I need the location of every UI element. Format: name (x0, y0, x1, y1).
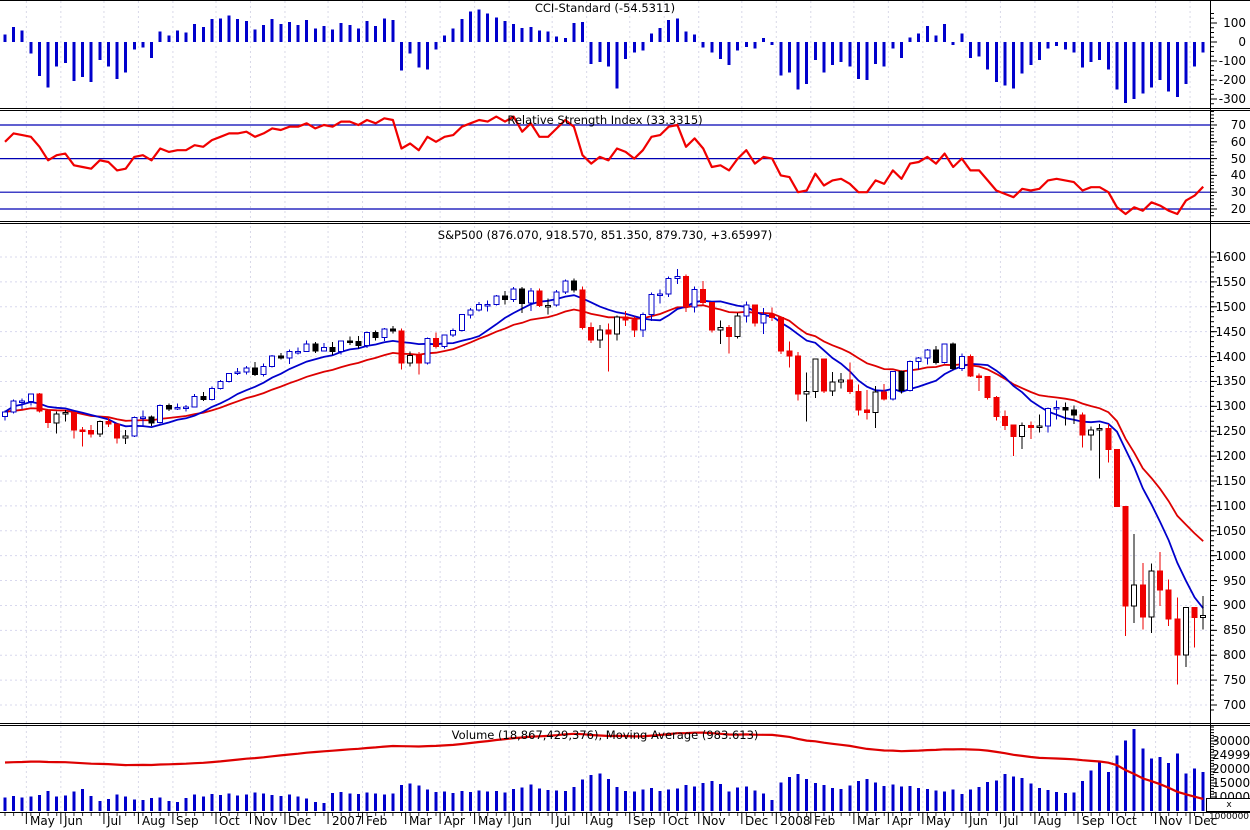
x-axis-month-label: Nov (702, 814, 726, 828)
x-axis-month-label: Feb (366, 814, 388, 828)
x-axis-month-label: Jul (1004, 814, 1019, 828)
y-axis-tick-label: 1600 (1215, 250, 1246, 264)
x-axis-month-label: Feb (814, 814, 836, 828)
y-axis-tick-label: 1150 (1215, 474, 1246, 488)
price-ma-fast (4, 294, 1204, 609)
y-axis-tick-label: 1100 (1215, 499, 1246, 513)
y-axis-tick-label: 1550 (1215, 275, 1246, 289)
volume-ma-line (4, 731, 1204, 800)
x-axis-month-label: Nov (254, 814, 278, 828)
x-axis-month-label: May (926, 814, 951, 828)
x-axis-month-label: Oct (668, 814, 689, 828)
y-axis-tick-label: 900 (1223, 598, 1246, 612)
price-ma-slow (4, 304, 1204, 542)
x-axis-month-label: Nov (1159, 814, 1183, 828)
y-axis-tick-label: 60 (1230, 135, 1246, 149)
y-axis-tick-label: 1050 (1215, 524, 1246, 538)
y-axis-tick-label: -100 (1218, 54, 1246, 68)
rsi-line (4, 115, 1204, 216)
y-axis-tick-label: 700 (1223, 698, 1246, 712)
x-axis-month-label: Oct (219, 814, 240, 828)
x-axis-month-label: Mar (857, 814, 880, 828)
candlesticks (2, 268, 1207, 685)
x-axis-month-label: Mar (409, 814, 432, 828)
x-axis-month-label: Dec (288, 814, 312, 828)
x-axis-month-label: 2008 (780, 814, 811, 828)
y-axis-tick-label: 30 (1230, 185, 1246, 199)
x-axis-month-label: Aug (1038, 814, 1062, 828)
y-axis-tick-label: 950 (1223, 574, 1246, 588)
x-axis-month-label: Apr (444, 814, 465, 828)
y-axis-tick-label: 20 (1230, 202, 1246, 216)
x-axis-month-label: Jun (969, 814, 988, 828)
cci-histogram (3, 9, 1205, 103)
y-axis-tick-label: 30000 (1212, 734, 1250, 748)
x-axis-month-label: Apr (892, 814, 913, 828)
y-axis-tick-label: 24999 (1212, 748, 1250, 762)
y-axis-tick-label: 750 (1223, 673, 1246, 687)
y-axis-tick-label: 1450 (1215, 325, 1246, 339)
y-axis-tick-label: 1350 (1215, 374, 1246, 388)
x-axis-month-label: Jul (107, 814, 122, 828)
x-axis-month-label: Aug (142, 814, 166, 828)
x-axis-month-label: Aug (590, 814, 614, 828)
volume-scale-multiplier: x 1000000 (1206, 798, 1250, 822)
y-axis-tick-label: 1500 (1215, 300, 1246, 314)
y-axis-tick-label: 1000 (1215, 549, 1246, 563)
y-axis-tick-label: 20000 (1212, 762, 1250, 776)
x-axis-month-label: Oct (1116, 814, 1137, 828)
x-axis-month-label: Dec (745, 814, 769, 828)
x-axis-month-label: Sep (176, 814, 199, 828)
y-axis-tick-label: 1300 (1215, 399, 1246, 413)
x-axis-month-label: Dec (1194, 814, 1218, 828)
x-axis-month-label: May (30, 814, 55, 828)
x-axis-month-label: Jul (556, 814, 571, 828)
y-axis-tick-label: 100 (1223, 16, 1246, 30)
volume-bars (3, 729, 1205, 811)
x-axis-month-label: Jun (64, 814, 83, 828)
y-axis-tick-label: 70 (1230, 118, 1246, 132)
y-axis-tick-label: 1200 (1215, 449, 1246, 463)
y-axis-tick-label: -300 (1218, 92, 1246, 106)
x-axis-month-label: 2007 (332, 814, 363, 828)
y-axis-tick-label: 15000 (1212, 776, 1250, 790)
x-axis-month-label: Sep (633, 814, 656, 828)
x-axis-month-label: Jun (513, 814, 532, 828)
y-axis-tick-label: -200 (1218, 73, 1246, 87)
y-axis-tick-label: 50 (1230, 152, 1246, 166)
x-axis-month-label: May (478, 814, 503, 828)
y-axis-tick-label: 850 (1223, 623, 1246, 637)
x-axis-month-label: Sep (1082, 814, 1105, 828)
y-axis-tick-label: 40 (1230, 168, 1246, 182)
y-axis-tick-label: 1250 (1215, 424, 1246, 438)
y-axis-tick-label: 800 (1223, 648, 1246, 662)
y-axis-tick-label: 1400 (1215, 350, 1246, 364)
y-axis-tick-label: 0 (1238, 35, 1246, 49)
